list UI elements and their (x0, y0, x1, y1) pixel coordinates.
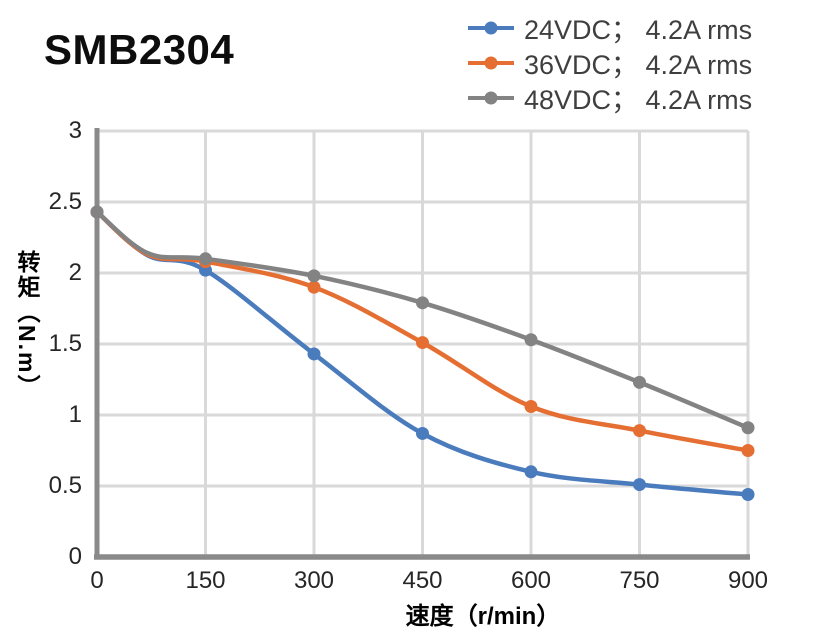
x-axis-title: 速度（r/min） (405, 603, 561, 630)
y-tick-label: 2.5 (48, 188, 82, 215)
data-point-marker (741, 488, 755, 502)
legend-item: 48VDC； 4.2A rms (468, 80, 752, 115)
data-point-marker (90, 205, 104, 219)
data-point-marker (633, 424, 646, 438)
data-point-marker (416, 296, 429, 310)
y-tick-label: 0.5 (48, 472, 82, 499)
y-tick-label: 3 (68, 117, 82, 144)
x-tick-label: 600 (510, 567, 552, 594)
data-point-marker (633, 478, 646, 492)
y-axis-title: 转矩（N.m） (14, 250, 40, 400)
data-point-marker (307, 347, 321, 361)
legend-item: 36VDC； 4.2A rms (468, 45, 752, 80)
x-tick-label: 450 (402, 567, 443, 594)
data-point-marker (741, 444, 755, 457)
legend-item: 24VDC； 4.2A rms (468, 10, 752, 45)
data-point-marker (633, 375, 646, 389)
legend-marker-icon (468, 91, 514, 104)
legend: 24VDC； 4.2A rms 36VDC； 4.2A rms 48VDC； 4.2… (468, 10, 752, 115)
data-point-marker (416, 426, 429, 440)
legend-marker-icon (468, 56, 514, 69)
x-tick-label: 150 (185, 567, 226, 594)
y-tick-label: 0 (68, 543, 82, 570)
data-point-marker (416, 336, 429, 350)
x-tick-label: 900 (727, 567, 769, 594)
x-tick-label: 300 (293, 567, 335, 594)
data-point-marker (307, 269, 321, 283)
y-tick-label: 1 (68, 401, 82, 428)
data-point-marker (524, 465, 538, 479)
page-title: SMB2304 (44, 26, 235, 73)
legend-label: 24VDC； 4.2A rms (524, 15, 753, 45)
y-tick-label: 1.5 (48, 330, 82, 357)
legend-label: 36VDC； 4.2A rms (524, 50, 753, 80)
legend-label: 48VDC； 4.2A rms (524, 85, 753, 115)
legend-marker-icon (468, 21, 514, 34)
x-tick-label: 750 (619, 567, 660, 594)
data-point-marker (524, 333, 538, 347)
data-point-marker (199, 252, 212, 266)
x-tick-label: 0 (90, 567, 104, 594)
y-tick-label: 2 (68, 259, 82, 286)
data-point-marker (307, 280, 321, 294)
data-point-marker (741, 421, 755, 435)
data-point-marker (524, 399, 538, 413)
